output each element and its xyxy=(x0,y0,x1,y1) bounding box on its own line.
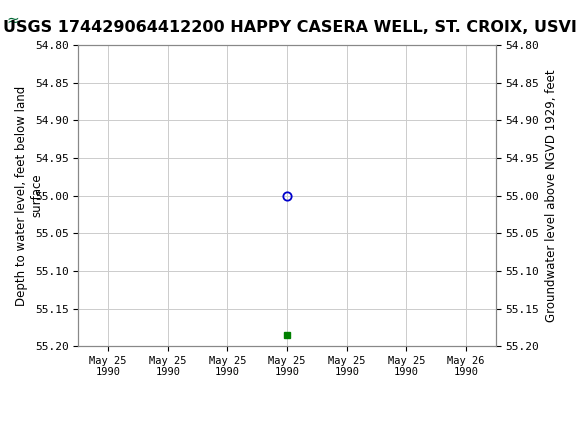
Y-axis label: Groundwater level above NGVD 1929, feet: Groundwater level above NGVD 1929, feet xyxy=(545,69,558,322)
FancyBboxPatch shape xyxy=(5,3,37,37)
Text: USGS: USGS xyxy=(44,11,99,29)
Text: USGS 174429064412200 HAPPY CASERA WELL, ST. CROIX, USVI: USGS 174429064412200 HAPPY CASERA WELL, … xyxy=(3,21,577,35)
Text: ≈: ≈ xyxy=(6,12,19,28)
Y-axis label: Depth to water level, feet below land
surface: Depth to water level, feet below land su… xyxy=(15,86,44,306)
